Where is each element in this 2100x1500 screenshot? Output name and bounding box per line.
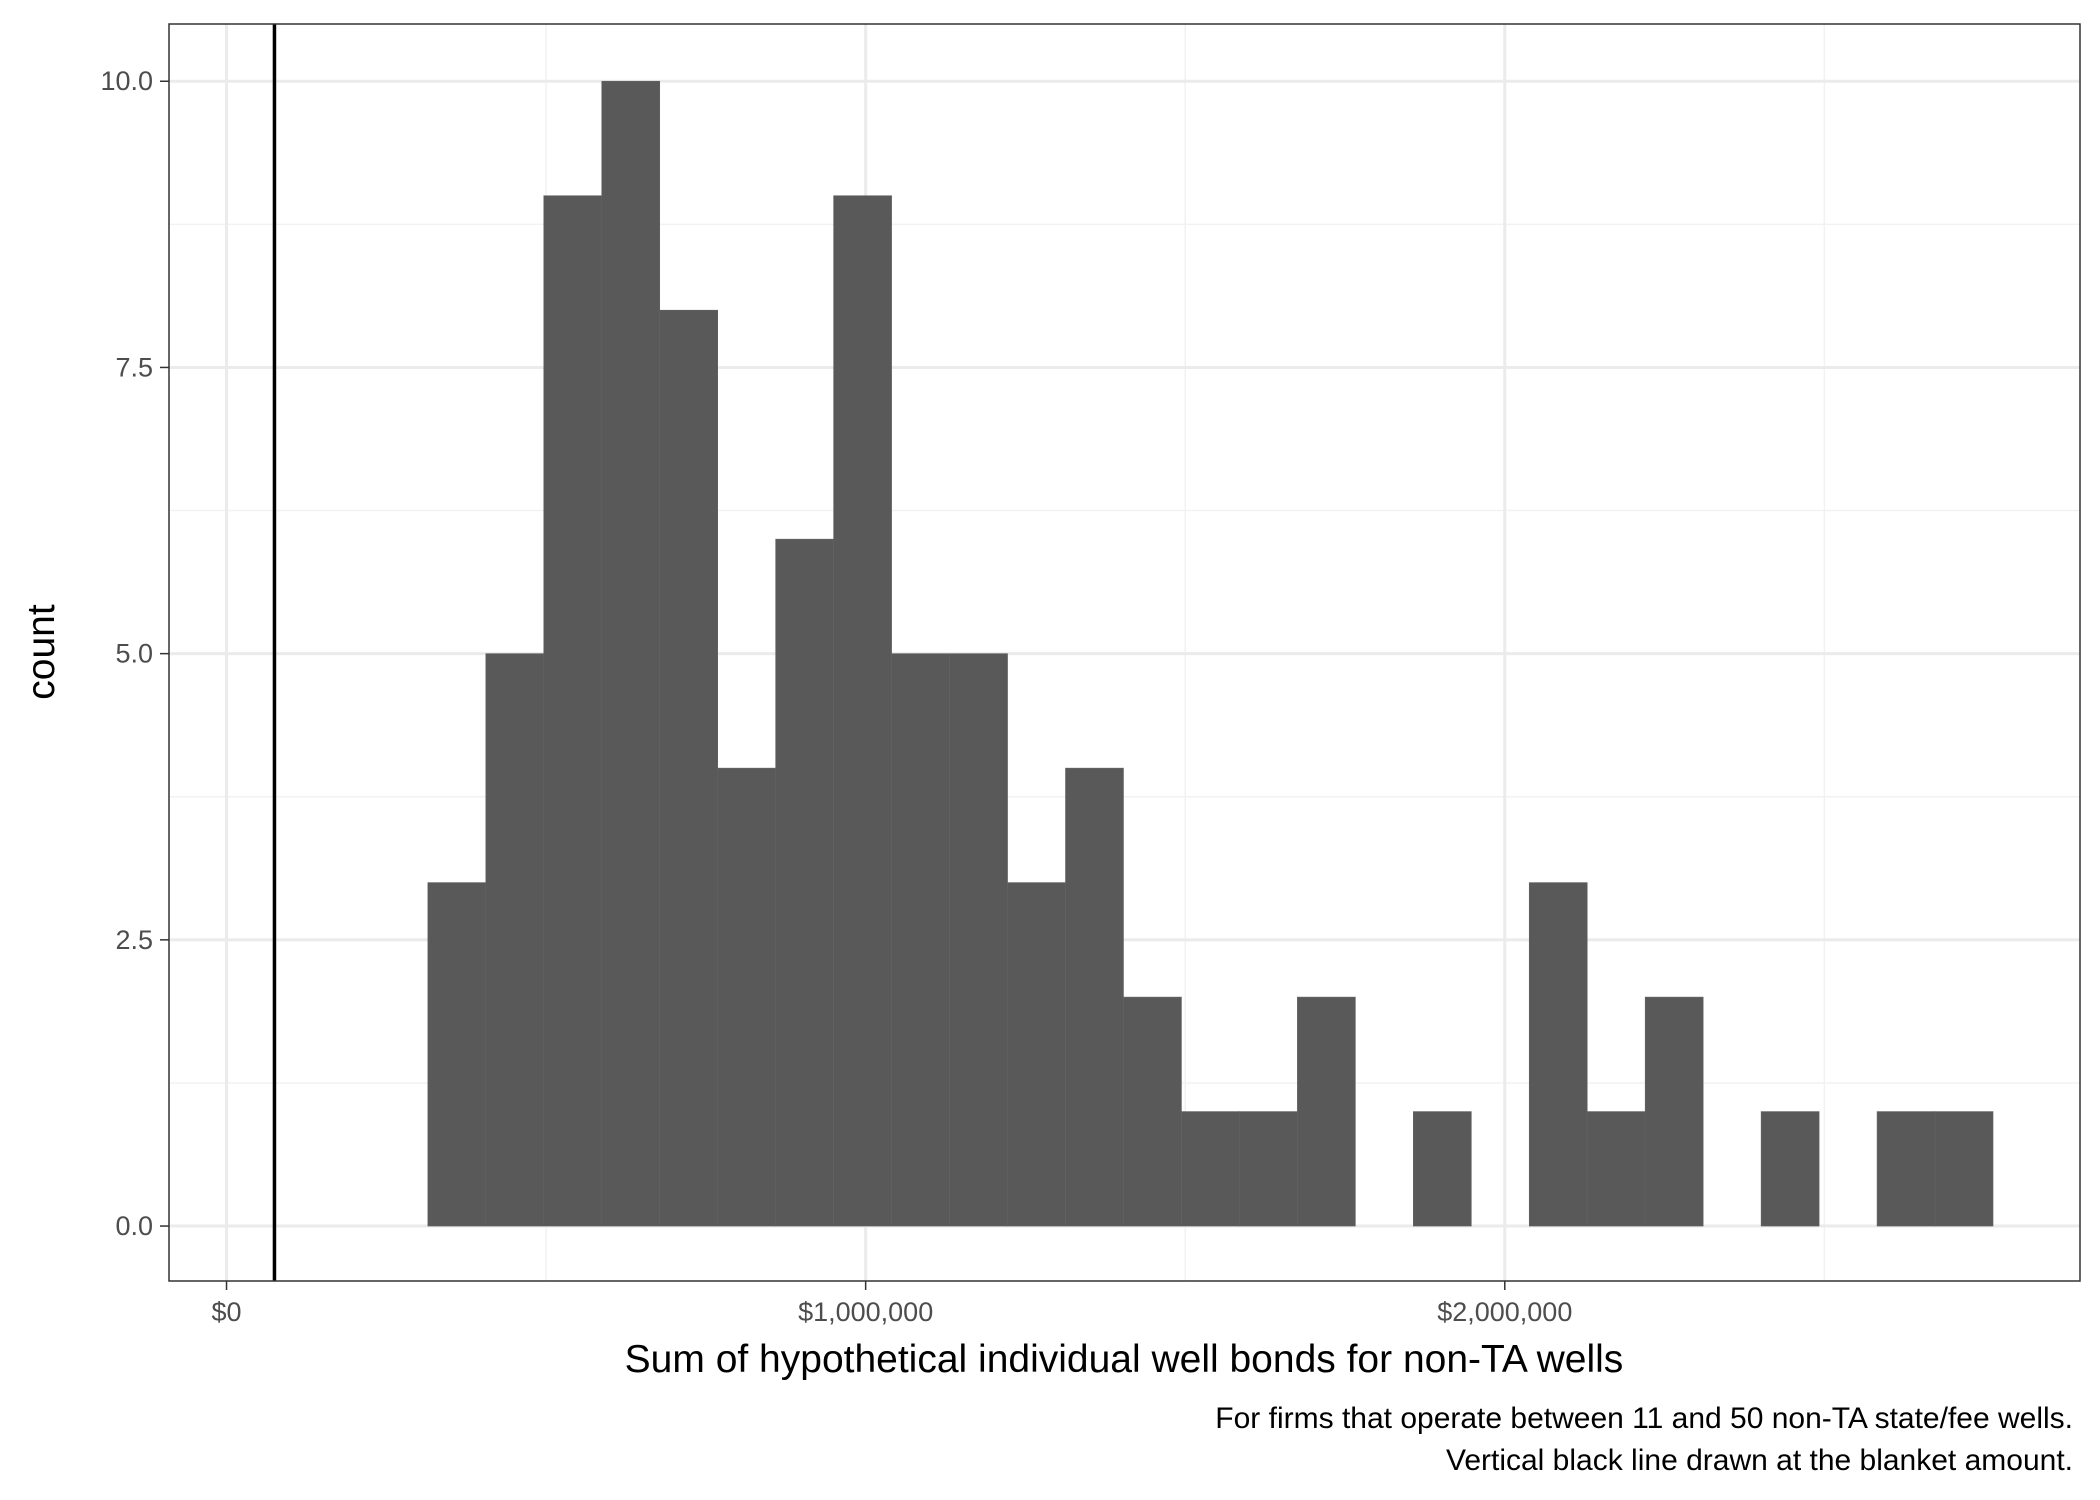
- histogram-bar: [1413, 1111, 1472, 1227]
- histogram-bar: [659, 309, 718, 1227]
- histogram-bar: [1876, 1111, 1936, 1227]
- x-tick-label: $0: [211, 1297, 241, 1327]
- plot-panel-border: [168, 23, 2081, 1282]
- histogram-bar: [949, 653, 1008, 1227]
- histogram-bar: [543, 195, 603, 1227]
- histogram-bar: [601, 80, 661, 1227]
- histogram-bar: [427, 882, 487, 1227]
- x-axis-title: Sum of hypothetical individual well bond…: [625, 1338, 1624, 1381]
- histogram-bar: [833, 195, 892, 1227]
- y-axis-title: count: [20, 604, 63, 700]
- histogram-bar: [891, 653, 950, 1227]
- caption-line-1: For firms that operate between 11 and 50…: [1215, 1402, 2073, 1435]
- y-tick-label: 10.0: [100, 66, 153, 96]
- histogram-bar: [717, 767, 776, 1227]
- histogram-bar: [485, 653, 545, 1227]
- histogram-bar: [1297, 996, 1356, 1227]
- histogram-bar: [1065, 767, 1124, 1227]
- histogram-bar: [1760, 1111, 1820, 1227]
- x-axis-ticks: $0 $1,000,000 $2,000,000: [211, 1281, 1572, 1327]
- histogram-bar: [1934, 1111, 1994, 1227]
- histogram-bar: [1586, 1111, 1646, 1227]
- histogram-bars: [427, 80, 1994, 1227]
- histogram-bar: [1181, 1111, 1240, 1227]
- histogram-bar: [1644, 996, 1704, 1227]
- y-tick-label: 5.0: [115, 639, 153, 669]
- histogram-bar: [775, 538, 834, 1227]
- x-tick-label: $2,000,000: [1437, 1297, 1572, 1327]
- y-tick-label: 0.0: [115, 1211, 153, 1241]
- y-tick-label: 2.5: [115, 925, 153, 955]
- histogram-bar: [1239, 1111, 1298, 1227]
- histogram-bar: [1123, 996, 1182, 1227]
- histogram-bar: [1007, 882, 1066, 1227]
- y-axis-ticks: 0.0 2.5 5.0 7.5 10.0: [100, 66, 169, 1241]
- x-tick-label: $1,000,000: [798, 1297, 933, 1327]
- y-tick-label: 7.5: [115, 352, 153, 382]
- histogram-bar: [1528, 882, 1588, 1227]
- caption-line-2: Vertical black line drawn at the blanket…: [1446, 1444, 2073, 1477]
